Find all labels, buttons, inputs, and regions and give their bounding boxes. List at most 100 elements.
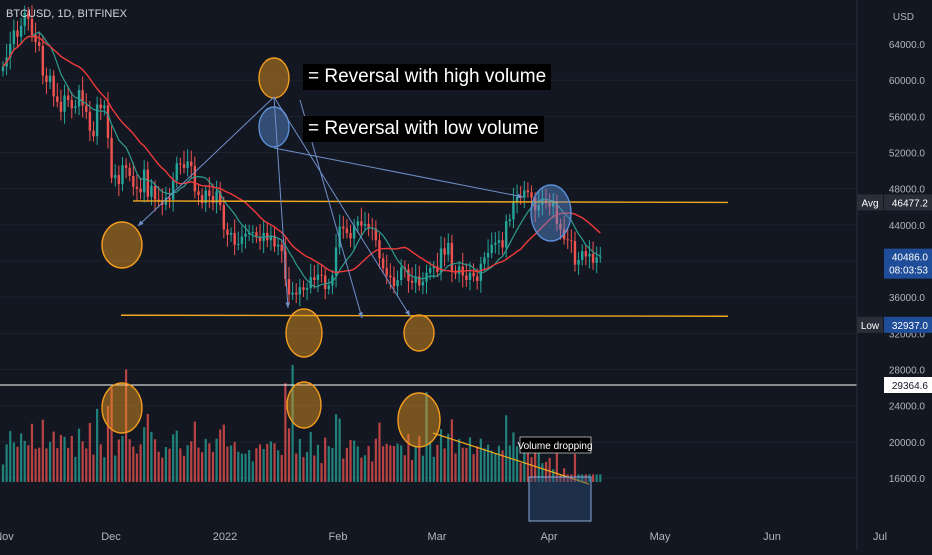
volume-bar <box>410 460 414 482</box>
candle-body <box>323 275 327 290</box>
candle-body <box>219 191 222 205</box>
price-tick-label: 48000.0 <box>889 185 926 196</box>
candle-body <box>367 223 370 228</box>
volume-bar <box>534 442 537 482</box>
volume-bar <box>298 438 301 482</box>
candle-body <box>523 190 526 198</box>
price-tick-label: 44000.0 <box>889 221 926 232</box>
grid <box>0 43 857 479</box>
volume-bar <box>342 458 345 482</box>
candle-body <box>41 45 45 76</box>
candle-body <box>45 75 48 82</box>
candle-body <box>34 34 37 43</box>
time-axis-label: Dec <box>101 531 121 543</box>
candle-body <box>479 263 483 281</box>
volume-bar <box>599 474 602 482</box>
arrow-head <box>138 220 144 226</box>
volume-bar <box>530 457 533 482</box>
candle-body <box>74 106 77 109</box>
volume-bar <box>117 439 120 482</box>
pointer-arrow <box>273 147 524 198</box>
candle-body <box>508 219 511 222</box>
volume-bar <box>363 455 367 482</box>
candle-body <box>334 247 338 276</box>
price-badge <box>884 316 932 333</box>
candle-body <box>56 96 59 102</box>
price-badge-tag <box>857 316 883 333</box>
volume-bar <box>92 454 95 482</box>
volume-bar <box>269 441 272 482</box>
volume-bar <box>280 454 283 482</box>
candle-body <box>342 226 345 229</box>
volume-bar <box>20 433 23 482</box>
candle-body <box>85 105 88 112</box>
price-tick-label: 52000.0 <box>889 149 926 160</box>
candle-body <box>309 277 312 289</box>
volume-dropping-label: Volume dropping <box>517 441 592 452</box>
volume-bar <box>38 447 41 482</box>
candle-body <box>19 25 23 37</box>
volume-bar <box>135 453 139 482</box>
volume-bar <box>302 457 305 482</box>
volume-bar <box>421 455 425 482</box>
volume-drop-zone <box>528 476 592 522</box>
volume-bar <box>70 435 73 482</box>
candle-body <box>95 104 99 137</box>
volume-bar <box>537 449 540 482</box>
candle-body <box>273 235 276 247</box>
volume-bar <box>465 447 468 482</box>
volume-bar <box>201 452 204 482</box>
volume-bar <box>81 441 84 482</box>
volume-bar <box>1 464 5 482</box>
volume-bar <box>472 454 475 482</box>
volume-bar <box>16 446 19 482</box>
volume-bar <box>454 453 457 482</box>
time-axis-label: Feb <box>329 531 348 543</box>
volume-bar <box>345 447 348 482</box>
candle-body <box>222 204 226 230</box>
price-tick-label: 64000.0 <box>889 40 926 51</box>
candle-body <box>114 175 117 178</box>
volume-bar <box>222 424 225 482</box>
candle-body <box>211 195 215 204</box>
volume-bar <box>429 441 432 482</box>
volume-bar <box>497 445 501 482</box>
candle-body <box>251 232 254 234</box>
volume-bar <box>382 446 385 482</box>
candle-body <box>233 232 236 245</box>
price-badge-value: 40486.0 <box>892 253 929 264</box>
candle-body <box>537 204 540 211</box>
arrow-head <box>285 302 290 308</box>
candle-body <box>291 292 294 295</box>
volume-bar <box>356 446 359 482</box>
candle-body <box>486 252 490 258</box>
volume-bar <box>85 448 88 482</box>
price-tick-label: 56000.0 <box>889 112 926 123</box>
candle-body <box>59 101 63 112</box>
candle-body <box>573 241 577 265</box>
candle-body <box>591 253 595 263</box>
candle-body <box>555 201 559 224</box>
candle-body <box>356 221 359 226</box>
price-badge-value: 46477.2 <box>892 198 929 209</box>
volume-bar <box>27 445 30 482</box>
volume-bar <box>591 474 595 482</box>
candle-body <box>472 272 475 277</box>
candle-body <box>142 169 146 193</box>
volume-bar <box>219 429 222 482</box>
candle-body <box>92 130 95 137</box>
candle-body <box>52 75 55 97</box>
resistance-line <box>132 200 729 204</box>
candle-body <box>421 281 425 286</box>
candle-body <box>103 105 106 109</box>
candle-body <box>146 169 149 197</box>
volume-bar <box>324 437 327 482</box>
volume-bar <box>161 457 164 482</box>
volume-bar <box>588 474 591 482</box>
volume-bar <box>41 419 44 482</box>
candle-body <box>465 275 468 280</box>
candle-body <box>447 242 450 255</box>
time-axis-label: May <box>650 531 671 543</box>
